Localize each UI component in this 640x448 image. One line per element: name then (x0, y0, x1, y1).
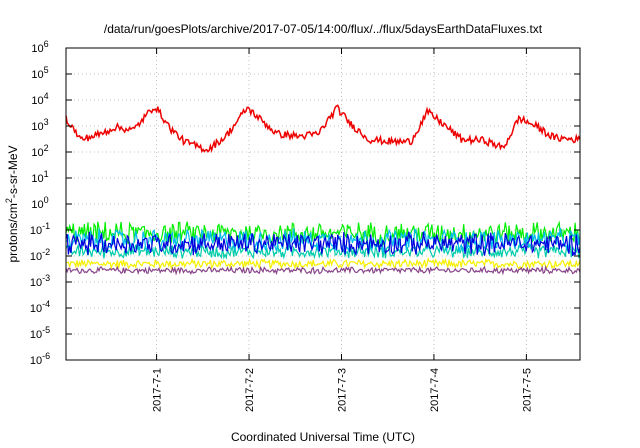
series-group (65, 104, 581, 276)
y-tick-label-base: 10 (30, 303, 42, 315)
y-tick-label: 10-1 (30, 221, 50, 237)
y-tick-label-exp: 0 (44, 195, 49, 205)
y-axis-label: protons/cm2-s-sr-MeV (4, 145, 20, 262)
y-tick-label-exp: -2 (42, 247, 50, 257)
y-tick-label-base: 10 (31, 43, 43, 55)
y-tick-label-exp: 1 (44, 169, 49, 179)
x-tick-label: 2017-7-2 (244, 368, 256, 412)
series-line-6 (65, 104, 581, 154)
y-tick-label-exp: -6 (42, 351, 50, 361)
y-tick-label-base: 10 (30, 329, 42, 341)
x-axis-label: Coordinated Universal Time (UTC) (231, 430, 415, 444)
y-tick-label-base: 10 (31, 147, 43, 159)
y-tick-label: 104 (31, 91, 48, 107)
y-tick-label-exp: 5 (44, 65, 49, 75)
y-tick-label-base: 10 (31, 95, 43, 107)
x-tick-label: 2017-7-3 (336, 368, 348, 412)
y-tick-label-exp: 6 (44, 39, 49, 49)
y-tick-label-base: 10 (30, 251, 42, 263)
x-tick-label: 2017-7-5 (521, 368, 533, 412)
y-tick-label-exp: -4 (42, 299, 50, 309)
y-tick-label-exp: -1 (42, 221, 50, 231)
x-tick-label: 2017-7-1 (152, 368, 164, 412)
ticks-group (66, 47, 580, 361)
y-tick-label: 106 (31, 39, 48, 55)
y-tick-label-base: 10 (31, 121, 43, 133)
chart-title: /data/run/goesPlots/archive/2017-07-05/1… (104, 22, 543, 36)
y-tick-label-base: 10 (30, 277, 42, 289)
y-tick-label-base: 10 (30, 355, 42, 367)
y-tick-label-base: 10 (31, 69, 43, 81)
series-line-1 (65, 265, 581, 276)
series-line-0 (65, 256, 581, 271)
y-tick-label-exp: -3 (42, 273, 50, 283)
y-tick-label-exp: 3 (44, 117, 49, 127)
y-tick-label: 10-2 (30, 247, 50, 263)
y-tick-label: 10-3 (30, 273, 50, 289)
y-tick-label: 105 (31, 65, 48, 81)
x-tick-label: 2017-7-4 (429, 368, 441, 412)
y-tick-labels: 10610510410310210110010-110-210-310-410-… (30, 39, 50, 367)
x-tick-labels: 2017-7-1 2017-7-2 2017-7-3 2017-7-4 2017-7-5 (152, 368, 534, 412)
y-axis-label-prefix: protons/cm (6, 203, 20, 262)
y-tick-label-exp: -5 (42, 325, 50, 335)
y-tick-label: 10-6 (30, 351, 50, 367)
y-tick-label-base: 10 (31, 173, 43, 185)
y-tick-label: 10-5 (30, 325, 50, 341)
y-tick-label: 10-4 (30, 299, 50, 315)
y-tick-label-exp: 4 (44, 91, 49, 101)
y-axis-label-suffix: -s-sr-MeV (6, 145, 20, 198)
y-tick-label: 102 (31, 143, 48, 159)
y-tick-label-base: 10 (30, 225, 42, 237)
y-tick-label: 103 (31, 117, 48, 133)
series-line-5 (65, 231, 581, 257)
y-tick-label: 100 (31, 195, 48, 211)
y-tick-label: 101 (31, 169, 48, 185)
y-tick-label-exp: 2 (44, 143, 49, 153)
y-axis-label-sup: 2 (4, 198, 14, 203)
y-tick-label-base: 10 (31, 199, 43, 211)
